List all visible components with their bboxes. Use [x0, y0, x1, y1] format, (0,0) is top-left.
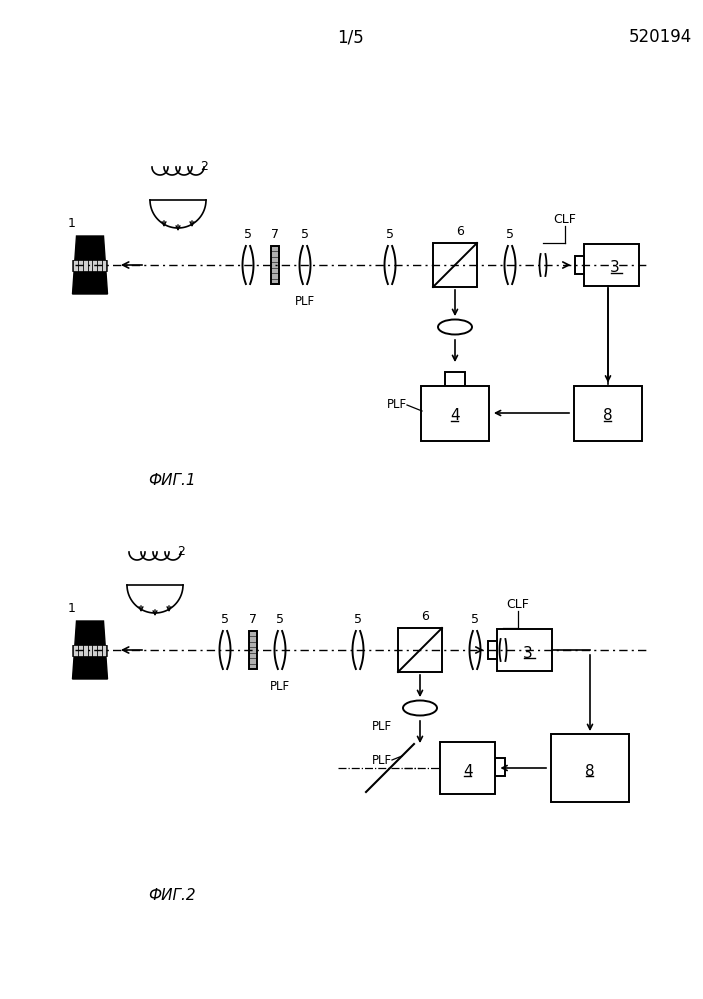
Text: 6: 6 [456, 225, 464, 238]
Text: 4: 4 [463, 763, 473, 778]
Bar [551, 734, 629, 802]
Text: 4: 4 [450, 409, 460, 424]
Text: 5: 5 [244, 228, 252, 241]
Text: 5: 5 [354, 613, 362, 626]
Text: CLF: CLF [553, 213, 576, 226]
Ellipse shape [403, 700, 437, 715]
Bar [72, 644, 108, 655]
Text: 1: 1 [68, 217, 76, 230]
Text: ФИГ.1: ФИГ.1 [148, 473, 195, 488]
Text: 7: 7 [271, 228, 279, 241]
Text: PLF: PLF [372, 719, 392, 732]
Text: 5: 5 [506, 228, 514, 241]
Polygon shape [72, 236, 108, 294]
Bar [576, 256, 584, 274]
Text: 8: 8 [585, 763, 595, 778]
Bar [584, 244, 640, 286]
Text: 520194: 520194 [628, 28, 692, 46]
Text: PLF: PLF [295, 295, 315, 308]
Bar [398, 628, 442, 672]
Text: CLF: CLF [507, 598, 529, 611]
Bar [249, 631, 257, 669]
Text: PLF: PLF [270, 680, 290, 693]
Bar [498, 629, 553, 671]
Text: PLF: PLF [387, 399, 407, 412]
Bar [433, 243, 477, 287]
Text: 7: 7 [249, 613, 257, 626]
Text: 8: 8 [603, 409, 613, 424]
Bar [574, 386, 642, 441]
Bar [441, 742, 496, 794]
Text: 1: 1 [68, 602, 76, 615]
Ellipse shape [438, 320, 472, 335]
Bar [445, 372, 465, 386]
Text: 2: 2 [177, 545, 185, 558]
Text: 3: 3 [523, 645, 533, 660]
Bar [271, 246, 279, 284]
Text: 5: 5 [301, 228, 309, 241]
Text: PLF: PLF [372, 753, 392, 766]
Bar [421, 386, 489, 441]
Text: ФИГ.2: ФИГ.2 [148, 888, 195, 903]
Bar [72, 260, 108, 271]
Text: 5: 5 [471, 613, 479, 626]
Text: 5: 5 [386, 228, 394, 241]
Bar [496, 758, 505, 776]
Bar [489, 641, 498, 659]
Text: 5: 5 [276, 613, 284, 626]
Polygon shape [72, 621, 108, 679]
Text: 2: 2 [200, 160, 208, 173]
Text: 5: 5 [221, 613, 229, 626]
Text: 6: 6 [421, 610, 429, 623]
Text: 3: 3 [610, 261, 620, 276]
Text: 1/5: 1/5 [337, 28, 364, 46]
